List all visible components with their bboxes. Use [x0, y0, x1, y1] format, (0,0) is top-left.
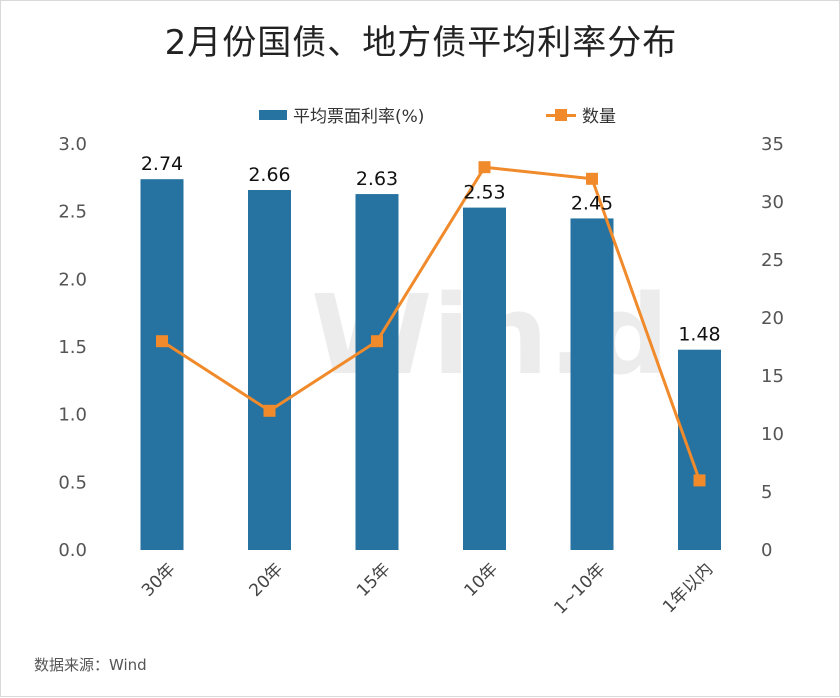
line-path	[161, 165, 701, 481]
right-tick-label: 0	[761, 540, 772, 561]
right-axis: 0 5 10 15 20 25 30 35	[761, 134, 784, 561]
bar	[355, 194, 399, 550]
right-tick-label: 10	[761, 424, 784, 445]
left-tick-label: 2.5	[58, 202, 87, 223]
right-tick-label: 35	[761, 134, 784, 155]
bar-value-label: 2.66	[248, 164, 290, 186]
bar-series	[140, 179, 721, 551]
bar	[248, 190, 291, 550]
left-tick-label: 3.0	[58, 134, 87, 155]
left-tick-label: 1.5	[58, 337, 87, 358]
x-tick-label: 1年以内	[659, 559, 717, 617]
right-tick-label: 15	[761, 366, 784, 387]
legend-item-line: 数量	[546, 102, 616, 127]
right-tick-label: 20	[761, 308, 784, 329]
data-labels: 2.74 2.66 2.63 2.53 2.45 1.48	[141, 153, 721, 346]
bar	[678, 349, 721, 550]
bar	[463, 207, 506, 550]
bar-value-label: 2.53	[463, 182, 505, 204]
right-tick-label: 5	[761, 482, 772, 503]
bar-value-label: 1.48	[678, 324, 720, 346]
left-tick-label: 0.5	[58, 472, 87, 493]
bar	[140, 179, 184, 551]
line-marker	[693, 474, 706, 487]
legend-item-bar: 平均票面利率(%)	[259, 102, 424, 127]
x-tick-label: 1~10年	[550, 559, 609, 618]
bar-value-label: 2.45	[571, 192, 613, 214]
left-axis: 0.0 0.5 1.0 1.5 2.0 2.5 3.0	[58, 134, 87, 561]
x-axis-labels: 30年 20年 15年 10年 1~10年 1年以内	[138, 559, 717, 618]
line-marker	[478, 161, 491, 174]
left-tick-label: 0.0	[58, 540, 87, 561]
line-marker	[156, 335, 168, 348]
line-series	[156, 161, 706, 487]
legend-line-swatch	[546, 108, 576, 121]
legend-bar-label: 平均票面利率(%)	[293, 107, 425, 127]
bar-value-label: 2.74	[141, 153, 183, 175]
chart-title: 2月份国债、地方债平均利率分布	[164, 23, 678, 63]
right-tick-label: 25	[761, 250, 784, 271]
source-note: 数据来源：Wind	[34, 656, 147, 674]
legend-bar-swatch	[259, 109, 287, 120]
line-marker	[371, 335, 383, 348]
left-tick-label: 1.0	[58, 405, 87, 426]
line-marker	[586, 172, 598, 185]
legend-line-label: 数量	[582, 107, 616, 127]
bar	[570, 218, 614, 550]
x-tick-label: 15年	[353, 559, 394, 600]
legend: 平均票面利率(%) 数量	[1, 102, 840, 127]
bar-value-label: 2.63	[356, 168, 398, 190]
left-tick-label: 2.0	[58, 269, 87, 290]
right-tick-label: 30	[761, 192, 784, 213]
x-tick-label: 30年	[138, 559, 179, 600]
line-marker	[263, 404, 276, 417]
x-tick-label: 10年	[461, 559, 502, 600]
x-tick-label: 20年	[246, 559, 287, 600]
